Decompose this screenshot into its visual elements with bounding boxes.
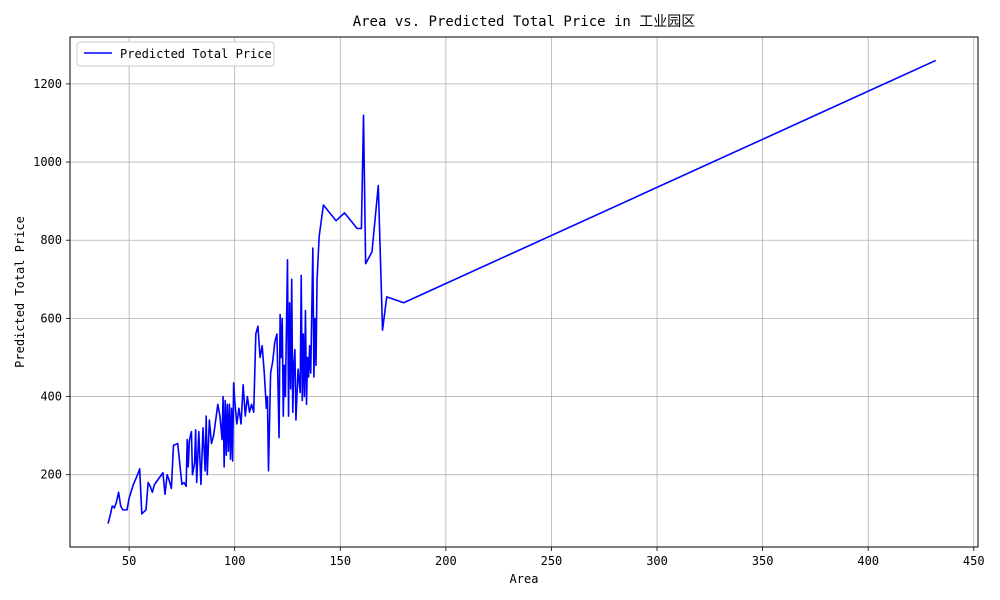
y-tick-label: 1000: [33, 155, 62, 169]
y-tick-label: 400: [40, 390, 62, 404]
x-tick-label: 200: [435, 554, 457, 568]
x-tick-label: 250: [541, 554, 563, 568]
y-tick-label: 600: [40, 311, 62, 325]
series-layer: [107, 59, 937, 524]
x-tick-label: 450: [963, 554, 985, 568]
grid: [70, 37, 978, 547]
series-line: [107, 59, 937, 524]
x-tick-label: 150: [329, 554, 351, 568]
y-tick-label: 1200: [33, 77, 62, 91]
x-axis: 50 100 150 200 250 300 350 400 450: [122, 547, 985, 568]
x-tick-label: 400: [857, 554, 879, 568]
y-tick-label: 200: [40, 468, 62, 482]
legend-box: [76, 41, 275, 67]
y-axis: 200 400 600 800 1000 1200: [33, 77, 70, 482]
y-axis-label: Predicted Total Price: [13, 216, 27, 368]
x-tick-label: 300: [646, 554, 668, 568]
plot-frame: [69, 36, 979, 548]
chart-title: Area vs. Predicted Total Price in 工业园区: [353, 14, 696, 30]
legend-label: Predicted Total Price: [120, 47, 272, 61]
x-tick-label: 350: [752, 554, 774, 568]
x-tick-label: 100: [224, 554, 246, 568]
y-tick-label: 800: [40, 233, 62, 247]
x-axis-label: Area: [510, 572, 539, 586]
legend: Predicted Total Price: [76, 41, 275, 67]
x-tick-label: 50: [122, 554, 136, 568]
